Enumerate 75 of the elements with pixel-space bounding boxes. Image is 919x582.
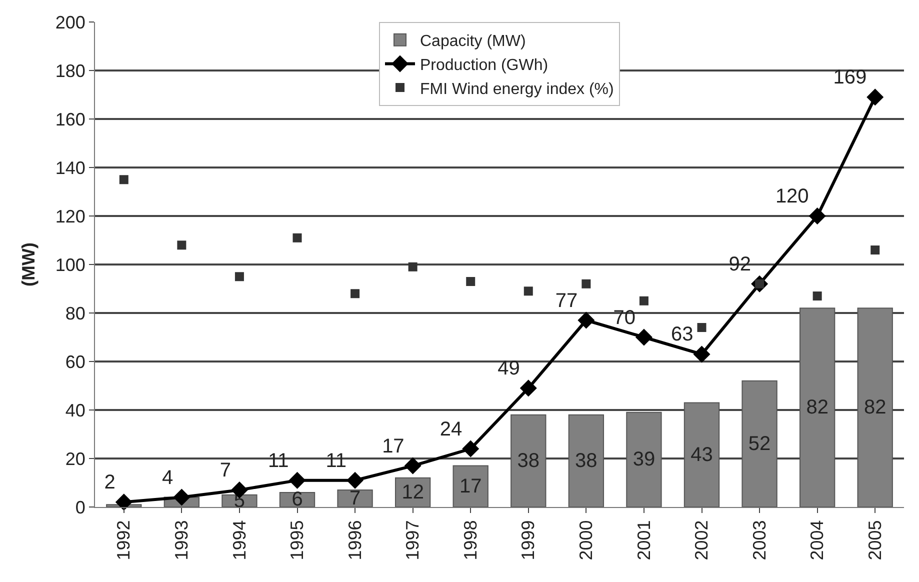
x-tick-label: 1993 — [172, 520, 192, 560]
data-label: 120 — [775, 186, 809, 208]
point — [116, 494, 132, 510]
data-label: 82 — [864, 396, 886, 419]
point — [812, 292, 822, 301]
x-tick-label: 2004 — [807, 520, 828, 560]
y-axis-title: (MW) — [18, 242, 39, 286]
legend-label: FMI Wind energy index (%) — [420, 80, 614, 98]
point — [639, 296, 648, 306]
y-tick-label: 0 — [75, 497, 86, 518]
data-label: 38 — [517, 450, 540, 472]
x-tick-label: 2003 — [749, 520, 770, 560]
y-tick-label: 180 — [55, 60, 86, 81]
data-label: 7 — [220, 460, 231, 482]
point — [636, 328, 652, 346]
x-tick-label: 1996 — [344, 520, 365, 560]
data-label: 169 — [833, 66, 867, 89]
data-label: 77 — [555, 290, 578, 312]
point — [697, 323, 706, 332]
point — [582, 279, 591, 288]
x-tick-label: 1992 — [114, 520, 134, 560]
data-label: 12 — [402, 481, 424, 504]
point — [404, 457, 422, 474]
x-tick-label: 1998 — [460, 520, 480, 560]
point — [462, 440, 479, 458]
data-label: 63 — [671, 324, 694, 346]
data-label: 2 — [104, 472, 116, 494]
point — [288, 472, 306, 489]
data-label: 17 — [459, 475, 482, 498]
data-label: 17 — [382, 435, 404, 458]
data-label: 24 — [440, 418, 462, 440]
x-tick-label: 1999 — [518, 520, 538, 560]
y-tick-label: 100 — [55, 254, 86, 275]
x-tick-label: 1997 — [402, 520, 423, 560]
data-label: 4 — [162, 466, 174, 489]
data-label: 43 — [690, 444, 713, 466]
x-tick-label: 2001 — [634, 520, 654, 560]
x-tick-label: 2005 — [864, 520, 885, 560]
x-tick-label: 2002 — [692, 520, 712, 560]
y-tick-label: 20 — [65, 448, 86, 469]
point — [524, 286, 533, 296]
y-tick-label: 80 — [65, 303, 86, 324]
legend-label: Capacity (MW) — [420, 33, 526, 50]
y-tick-label: 160 — [55, 109, 86, 130]
data-label: 39 — [632, 448, 656, 471]
point — [578, 312, 594, 329]
y-tick-label: 200 — [55, 12, 86, 32]
y-tick-label: 120 — [55, 206, 86, 226]
y-tick-label: 60 — [65, 352, 86, 372]
point — [119, 175, 128, 184]
point — [234, 272, 244, 282]
point — [408, 262, 418, 272]
data-label: 38 — [575, 450, 598, 472]
data-label: 6 — [292, 488, 303, 511]
data-label: 52 — [748, 432, 771, 455]
y-tick-label: 140 — [55, 158, 86, 178]
data-label: 82 — [806, 396, 828, 419]
x-tick-label: 1994 — [229, 520, 250, 560]
y-tick-label: 40 — [65, 400, 86, 420]
point — [350, 289, 360, 298]
x-tick-label: 1995 — [287, 520, 308, 560]
point — [870, 245, 880, 254]
data-label: 49 — [498, 358, 520, 380]
data-label: 7 — [349, 488, 361, 510]
point — [346, 472, 364, 489]
point — [177, 240, 186, 250]
x-tick-label: 2000 — [576, 520, 596, 560]
point — [866, 88, 884, 106]
legend-label: Production (GWh) — [420, 56, 548, 74]
point — [693, 346, 710, 363]
point — [292, 233, 302, 242]
point — [520, 380, 537, 396]
point — [466, 276, 476, 286]
point — [173, 489, 190, 506]
point — [809, 208, 826, 224]
